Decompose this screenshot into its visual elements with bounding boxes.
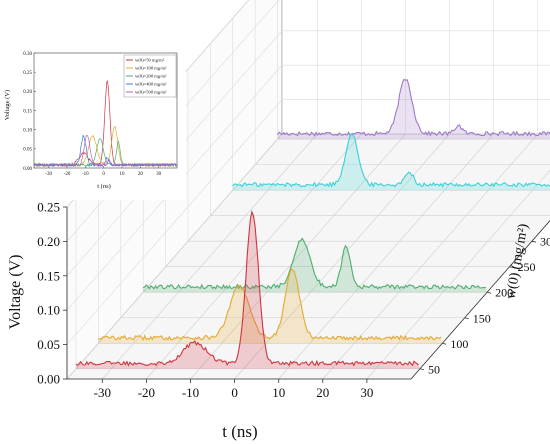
series-fill: [76, 211, 420, 369]
inset-x-tick-label: -30: [45, 172, 52, 177]
z-tick: [531, 240, 537, 243]
inset-x-tick-label: 0: [102, 172, 105, 177]
z-tick: [509, 266, 514, 269]
z-tick-label: 250: [518, 260, 536, 274]
y-axis-label: Voltage (V): [7, 255, 24, 330]
z-tick: [442, 342, 447, 345]
inset-x-tick-label: -20: [64, 172, 71, 177]
z-tick-label: 300: [540, 235, 550, 249]
x-axis-label: t (ns): [222, 422, 257, 441]
side-grid-line: [66, 133, 283, 380]
inset-y-tick-label: 0.00: [23, 167, 32, 172]
inset-plot: -30 -20 -10 0 10 20 30 0.00 0.05 0.10 0.15 0.20 0.25…: [23, 52, 178, 177]
inset-y-tick-label: 0.20: [23, 90, 32, 95]
inset-y-tick-label: 0.15: [23, 109, 32, 114]
x-tick-label: -30: [94, 385, 111, 400]
series-ribbons: [75, 78, 550, 369]
inset-y-tick-label: 0.10: [23, 128, 32, 133]
floor-grid-line: [102, 133, 318, 380]
inset-legend-label: w(0)=100 mg/m²: [135, 66, 167, 71]
y-tick-label: 0.20: [37, 234, 60, 249]
series-line: [277, 78, 550, 137]
z-tick: [487, 291, 492, 294]
inset-chart: -30 -20 -10 0 10 20 30 0.00 0.05 0.10 0.15 0.20 0.25…: [0, 40, 186, 200]
inset-x-tick-label: -10: [82, 172, 89, 177]
inset-legend-label: w(0)=400 mg/m²: [135, 82, 167, 87]
floor-grid-line: [190, 133, 406, 380]
x-tick-label: -10: [182, 385, 199, 400]
y-tick-label: 0.25: [37, 200, 60, 215]
inset-x-tick-label: 20: [138, 172, 144, 177]
floor-grid-line: [278, 133, 494, 380]
y-tick-label: 0.15: [37, 268, 60, 283]
inset-y-axis-label: Voltage (V): [4, 90, 11, 120]
inset-series-line: [33, 134, 178, 168]
series-line: [142, 237, 486, 290]
z-axis-line: [410, 219, 550, 380]
z-tick: [419, 368, 425, 371]
series-line: [232, 132, 550, 188]
inset-legend-label: w(0)=200 mg/m²: [135, 74, 167, 79]
inset-legend-label: w(0)=50 mg/m²: [135, 58, 165, 63]
y-tick-label: 0.10: [37, 303, 60, 318]
inset-y-tick-label: 0.25: [23, 71, 32, 76]
x-tick-label: 10: [272, 385, 285, 400]
z-tick-label: 150: [473, 311, 491, 325]
inset-x-tick-label: 30: [156, 172, 162, 177]
inset-x-tick-label: 10: [120, 172, 126, 177]
series-line: [75, 209, 419, 367]
z-tick: [464, 317, 469, 320]
y-tick-label: 0.00: [37, 372, 60, 387]
y-tick-label: 0.05: [37, 337, 60, 352]
series-line: [98, 267, 442, 341]
x-tick-label: 20: [316, 385, 329, 400]
floor-grid-line: [322, 133, 539, 380]
z-tick-label: 100: [450, 337, 468, 351]
inset-x-axis-label: t (ns): [97, 183, 111, 190]
back-wall: [281, 0, 550, 135]
axes-ticks: -30 -20 -10 0 10 20 30 0.00 0.05 0.10 0.15 0.20 0.25…: [37, 200, 550, 400]
side-grid-line: [66, 99, 283, 345]
inset-y-tick-label: 0.05: [23, 148, 32, 153]
z-tick-label: 200: [495, 286, 513, 300]
x-tick-label: 0: [231, 385, 238, 400]
inset-y-tick-label: 0.30: [23, 52, 32, 57]
z-tick-label: 50: [428, 362, 440, 376]
x-tick-label: -20: [138, 385, 155, 400]
x-tick-label: 30: [360, 385, 373, 400]
inset-legend-label: w(0)=500 mg/m²: [135, 90, 167, 95]
